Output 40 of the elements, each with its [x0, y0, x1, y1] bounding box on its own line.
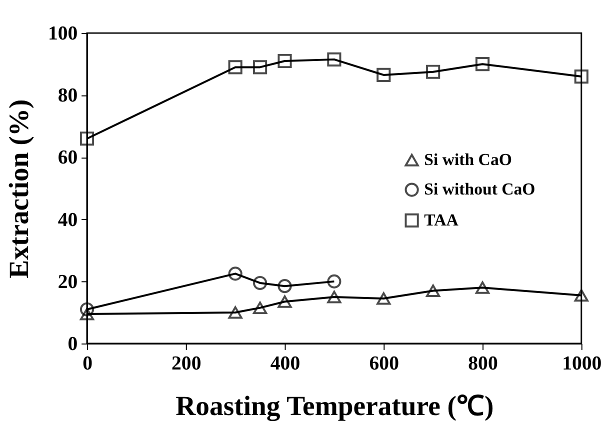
point: [426, 64, 440, 79]
x-tick-label: 0: [82, 352, 93, 375]
legend-label: Si without CaO: [424, 180, 536, 199]
point: [278, 279, 292, 294]
x-tick-label: 200: [172, 352, 202, 375]
point: [574, 69, 588, 84]
y-tick-label: 0: [68, 332, 78, 355]
point: [475, 281, 490, 294]
point: [228, 306, 242, 319]
x-tick-label: 400: [270, 352, 300, 375]
x-tick-label: 1000: [562, 352, 602, 375]
point: [327, 274, 342, 288]
point: [327, 52, 342, 66]
point: [228, 266, 242, 281]
y-tick-label: 100: [48, 22, 78, 44]
point: [278, 54, 292, 68]
point: [80, 132, 94, 146]
x-tick-label: 600: [369, 352, 400, 375]
y-tick-label: 40: [58, 208, 78, 231]
y-axis-title: Extraction (%): [3, 99, 34, 278]
y-tick-label: 20: [58, 270, 78, 293]
point: [376, 292, 391, 305]
point: [475, 57, 490, 72]
point: [327, 290, 342, 304]
point: [80, 302, 94, 316]
legend-label: TAA: [424, 210, 458, 230]
point: [228, 60, 242, 74]
point: [426, 284, 440, 297]
point: [376, 68, 391, 82]
point: [574, 289, 588, 302]
point: [252, 302, 268, 314]
x-tick-label: 800: [468, 352, 498, 375]
point: [80, 308, 94, 320]
y-tick-label: 60: [58, 146, 78, 169]
x-axis-title: Roasting Temperature (℃): [176, 390, 494, 421]
y-tick-label: 80: [58, 84, 78, 107]
point: [252, 60, 268, 74]
point: [278, 295, 292, 308]
legend-label: Si with CaO: [424, 150, 512, 170]
point: [252, 276, 268, 290]
